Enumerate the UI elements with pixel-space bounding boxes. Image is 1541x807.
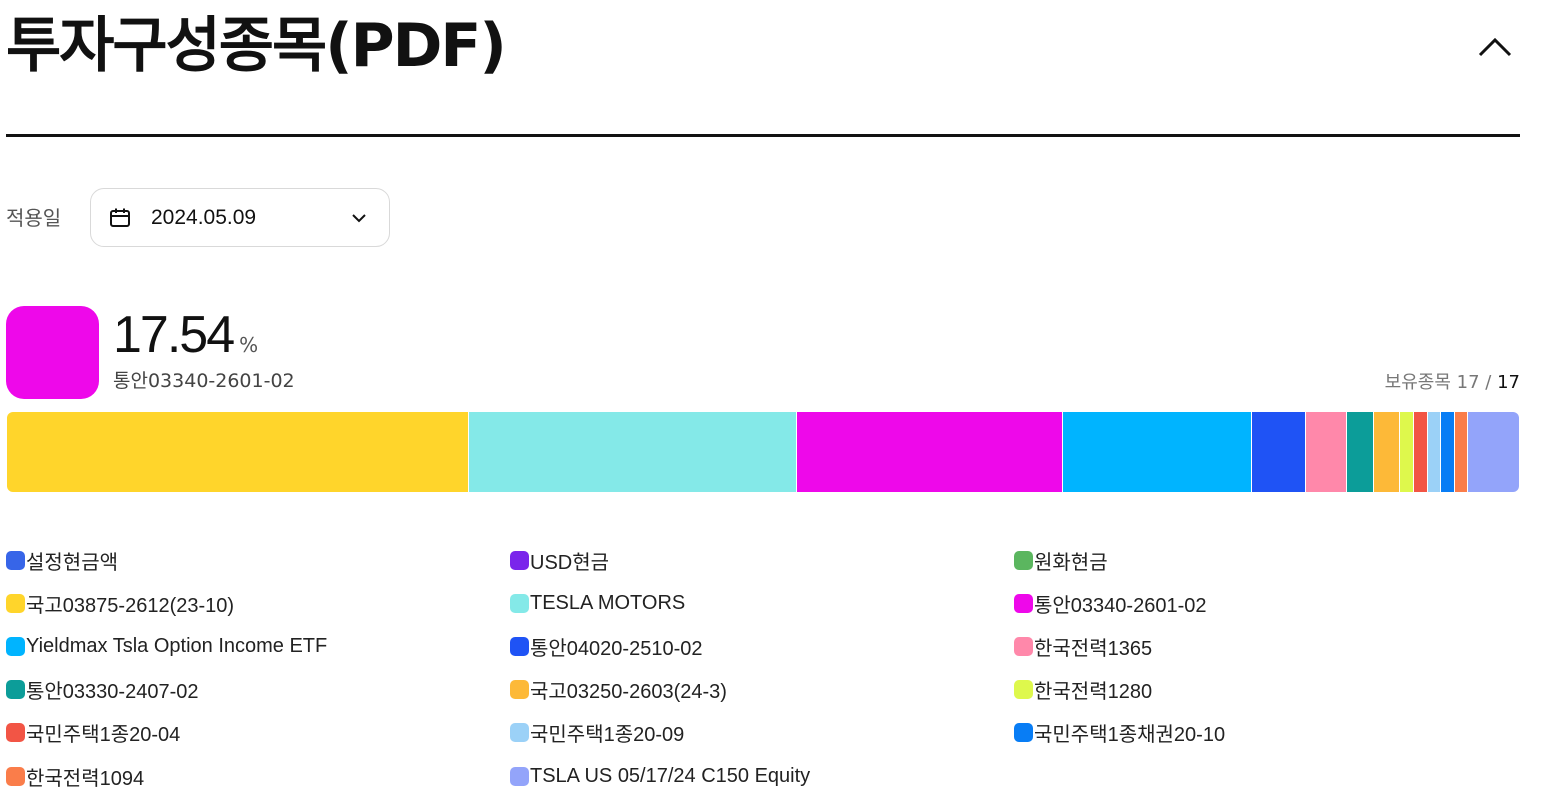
holdings-count: 보유종목 17 / 17 <box>1385 371 1520 395</box>
legend-label: 통안04020-2510-02 <box>530 637 703 660</box>
legend-item[interactable]: 한국전력1280 <box>1014 672 1152 708</box>
legend-label: 국민주택1종20-04 <box>26 724 181 747</box>
bar-segment[interactable] <box>1413 412 1427 492</box>
bar-segment[interactable] <box>1061 412 1251 492</box>
legend-color-swatch <box>6 723 25 743</box>
chevron-up-icon <box>1478 37 1512 57</box>
legend-color-swatch <box>1014 723 1033 743</box>
bar-segment[interactable] <box>1426 412 1441 492</box>
holdings-label: 보유종목 <box>1384 372 1451 393</box>
selected-color-swatch <box>6 306 99 399</box>
bar-segment[interactable] <box>1250 412 1305 492</box>
collapse-button[interactable] <box>1470 22 1520 72</box>
legend-label: 통안03340-2601-02 <box>1034 594 1207 617</box>
legend-label: 한국전력1094 <box>26 767 145 790</box>
bar-segment[interactable] <box>468 412 797 492</box>
legend-label: 국민주택1종20-09 <box>530 724 685 747</box>
legend-item[interactable]: USD현금 <box>510 542 609 578</box>
legend-item[interactable]: 한국전력1365 <box>1014 628 1152 664</box>
legend-item[interactable]: 국민주택1종채권20-10 <box>1014 715 1225 751</box>
legend-label: 국고03875-2612(23-10) <box>26 594 235 617</box>
bar-segment[interactable] <box>1373 412 1400 492</box>
legend-item[interactable]: 통안03330-2407-02 <box>6 672 198 708</box>
legend-color-swatch <box>1014 636 1033 656</box>
legend-label: TSLA US 05/17/24 C150 Equity <box>530 764 811 787</box>
bar-segment[interactable] <box>1399 412 1414 492</box>
legend-label: 한국전력1365 <box>1034 637 1153 660</box>
legend-color-swatch <box>510 550 529 570</box>
bar-segment[interactable] <box>1467 412 1519 492</box>
selected-percent-value: 17.54 <box>113 306 235 364</box>
legend-color-swatch <box>6 550 25 570</box>
legend-item[interactable]: 통안04020-2510-02 <box>510 628 702 664</box>
legend-color-swatch <box>6 680 25 700</box>
composition-bar <box>7 412 1519 492</box>
legend-item[interactable]: 한국전력1094 <box>6 758 144 794</box>
legend-item[interactable]: 국민주택1종20-04 <box>6 715 180 751</box>
legend-label: USD현금 <box>530 551 610 574</box>
bar-segment[interactable] <box>1453 412 1468 492</box>
legend-color-swatch <box>510 680 529 700</box>
legend-item[interactable]: 국고03875-2612(23-10) <box>6 585 234 621</box>
bar-segment[interactable] <box>1345 412 1373 492</box>
legend-label: 설정현금액 <box>26 551 118 574</box>
date-value: 2024.05.09 <box>151 205 257 229</box>
legend-color-swatch <box>6 766 25 786</box>
legend-label: Yieldmax Tsla Option Income ETF <box>26 634 328 657</box>
legend-item[interactable]: Yieldmax Tsla Option Income ETF <box>6 628 327 664</box>
holdings-total: 17 <box>1497 372 1520 393</box>
legend-color-swatch <box>1014 550 1033 570</box>
legend-label: 한국전력1280 <box>1034 681 1153 704</box>
legend-item[interactable]: TSLA US 05/17/24 C150 Equity <box>510 758 810 794</box>
calendar-icon <box>109 206 133 230</box>
bar-segment[interactable] <box>1304 412 1346 492</box>
bar-segment[interactable] <box>796 412 1062 492</box>
bar-segment[interactable] <box>1440 412 1454 492</box>
legend-item[interactable]: 통안03340-2601-02 <box>1014 585 1206 621</box>
legend-color-swatch <box>1014 593 1033 613</box>
selected-percent: 17.54 % <box>113 304 258 366</box>
legend-color-swatch <box>510 593 529 613</box>
legend-color-swatch <box>510 636 529 656</box>
holdings-current: 17 <box>1456 372 1480 393</box>
legend-label: 원화현금 <box>1034 551 1108 574</box>
page-title: 투자구성종목(PDF) <box>6 11 507 81</box>
holdings-separator: / <box>1485 372 1492 393</box>
bar-segment[interactable] <box>7 412 469 492</box>
legend-label: 통안03330-2407-02 <box>26 681 199 704</box>
legend-item[interactable]: TESLA MOTORS <box>510 585 685 621</box>
selected-holding-name: 통안03340-2601-02 <box>113 370 295 392</box>
legend-color-swatch <box>6 593 25 613</box>
date-dropdown[interactable]: 2024.05.09 <box>90 188 390 247</box>
selected-percent-unit: % <box>239 333 259 357</box>
legend-item[interactable]: 설정현금액 <box>6 542 118 578</box>
legend-item[interactable]: 국민주택1종20-09 <box>510 715 684 751</box>
chevron-down-icon <box>351 208 371 228</box>
legend-label: 국고03250-2603(24-3) <box>530 681 727 704</box>
date-label: 적용일 <box>6 206 62 230</box>
legend-item[interactable]: 원화현금 <box>1014 542 1108 578</box>
legend-label: TESLA MOTORS <box>530 591 686 614</box>
header-divider <box>6 134 1520 137</box>
legend-color-swatch <box>1014 680 1033 700</box>
legend-item[interactable]: 국고03250-2603(24-3) <box>510 672 727 708</box>
legend-color-swatch <box>510 723 529 743</box>
legend-color-swatch <box>6 636 25 656</box>
legend-color-swatch <box>510 766 529 786</box>
legend-label: 국민주택1종채권20-10 <box>1034 724 1226 747</box>
